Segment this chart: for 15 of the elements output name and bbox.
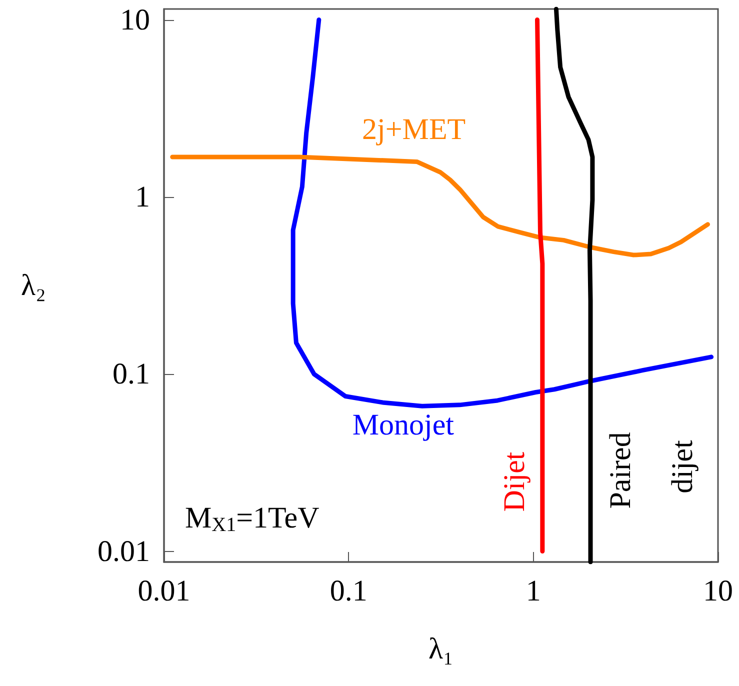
y-tick-label: 0.01 — [98, 534, 150, 568]
y-tick-label: 0.1 — [112, 358, 150, 391]
series-label: Monojet — [352, 408, 455, 442]
x-tick-label: 10 — [703, 574, 733, 608]
x-axis-title: λ₁ — [428, 632, 454, 666]
series-label: 2j+MET — [362, 113, 466, 146]
y-tick-label: 10 — [120, 3, 150, 36]
line-series — [534, 18, 545, 554]
text: Dijet — [498, 451, 531, 512]
text: Paired dijet — [604, 424, 700, 509]
line-series — [554, 6, 595, 564]
x-tick-label: 0.1 — [330, 574, 368, 608]
y-axis-title: λ₂ — [20, 269, 46, 302]
y-tick-label: 1 — [135, 180, 150, 214]
x-tick-label: 1 — [526, 574, 541, 608]
